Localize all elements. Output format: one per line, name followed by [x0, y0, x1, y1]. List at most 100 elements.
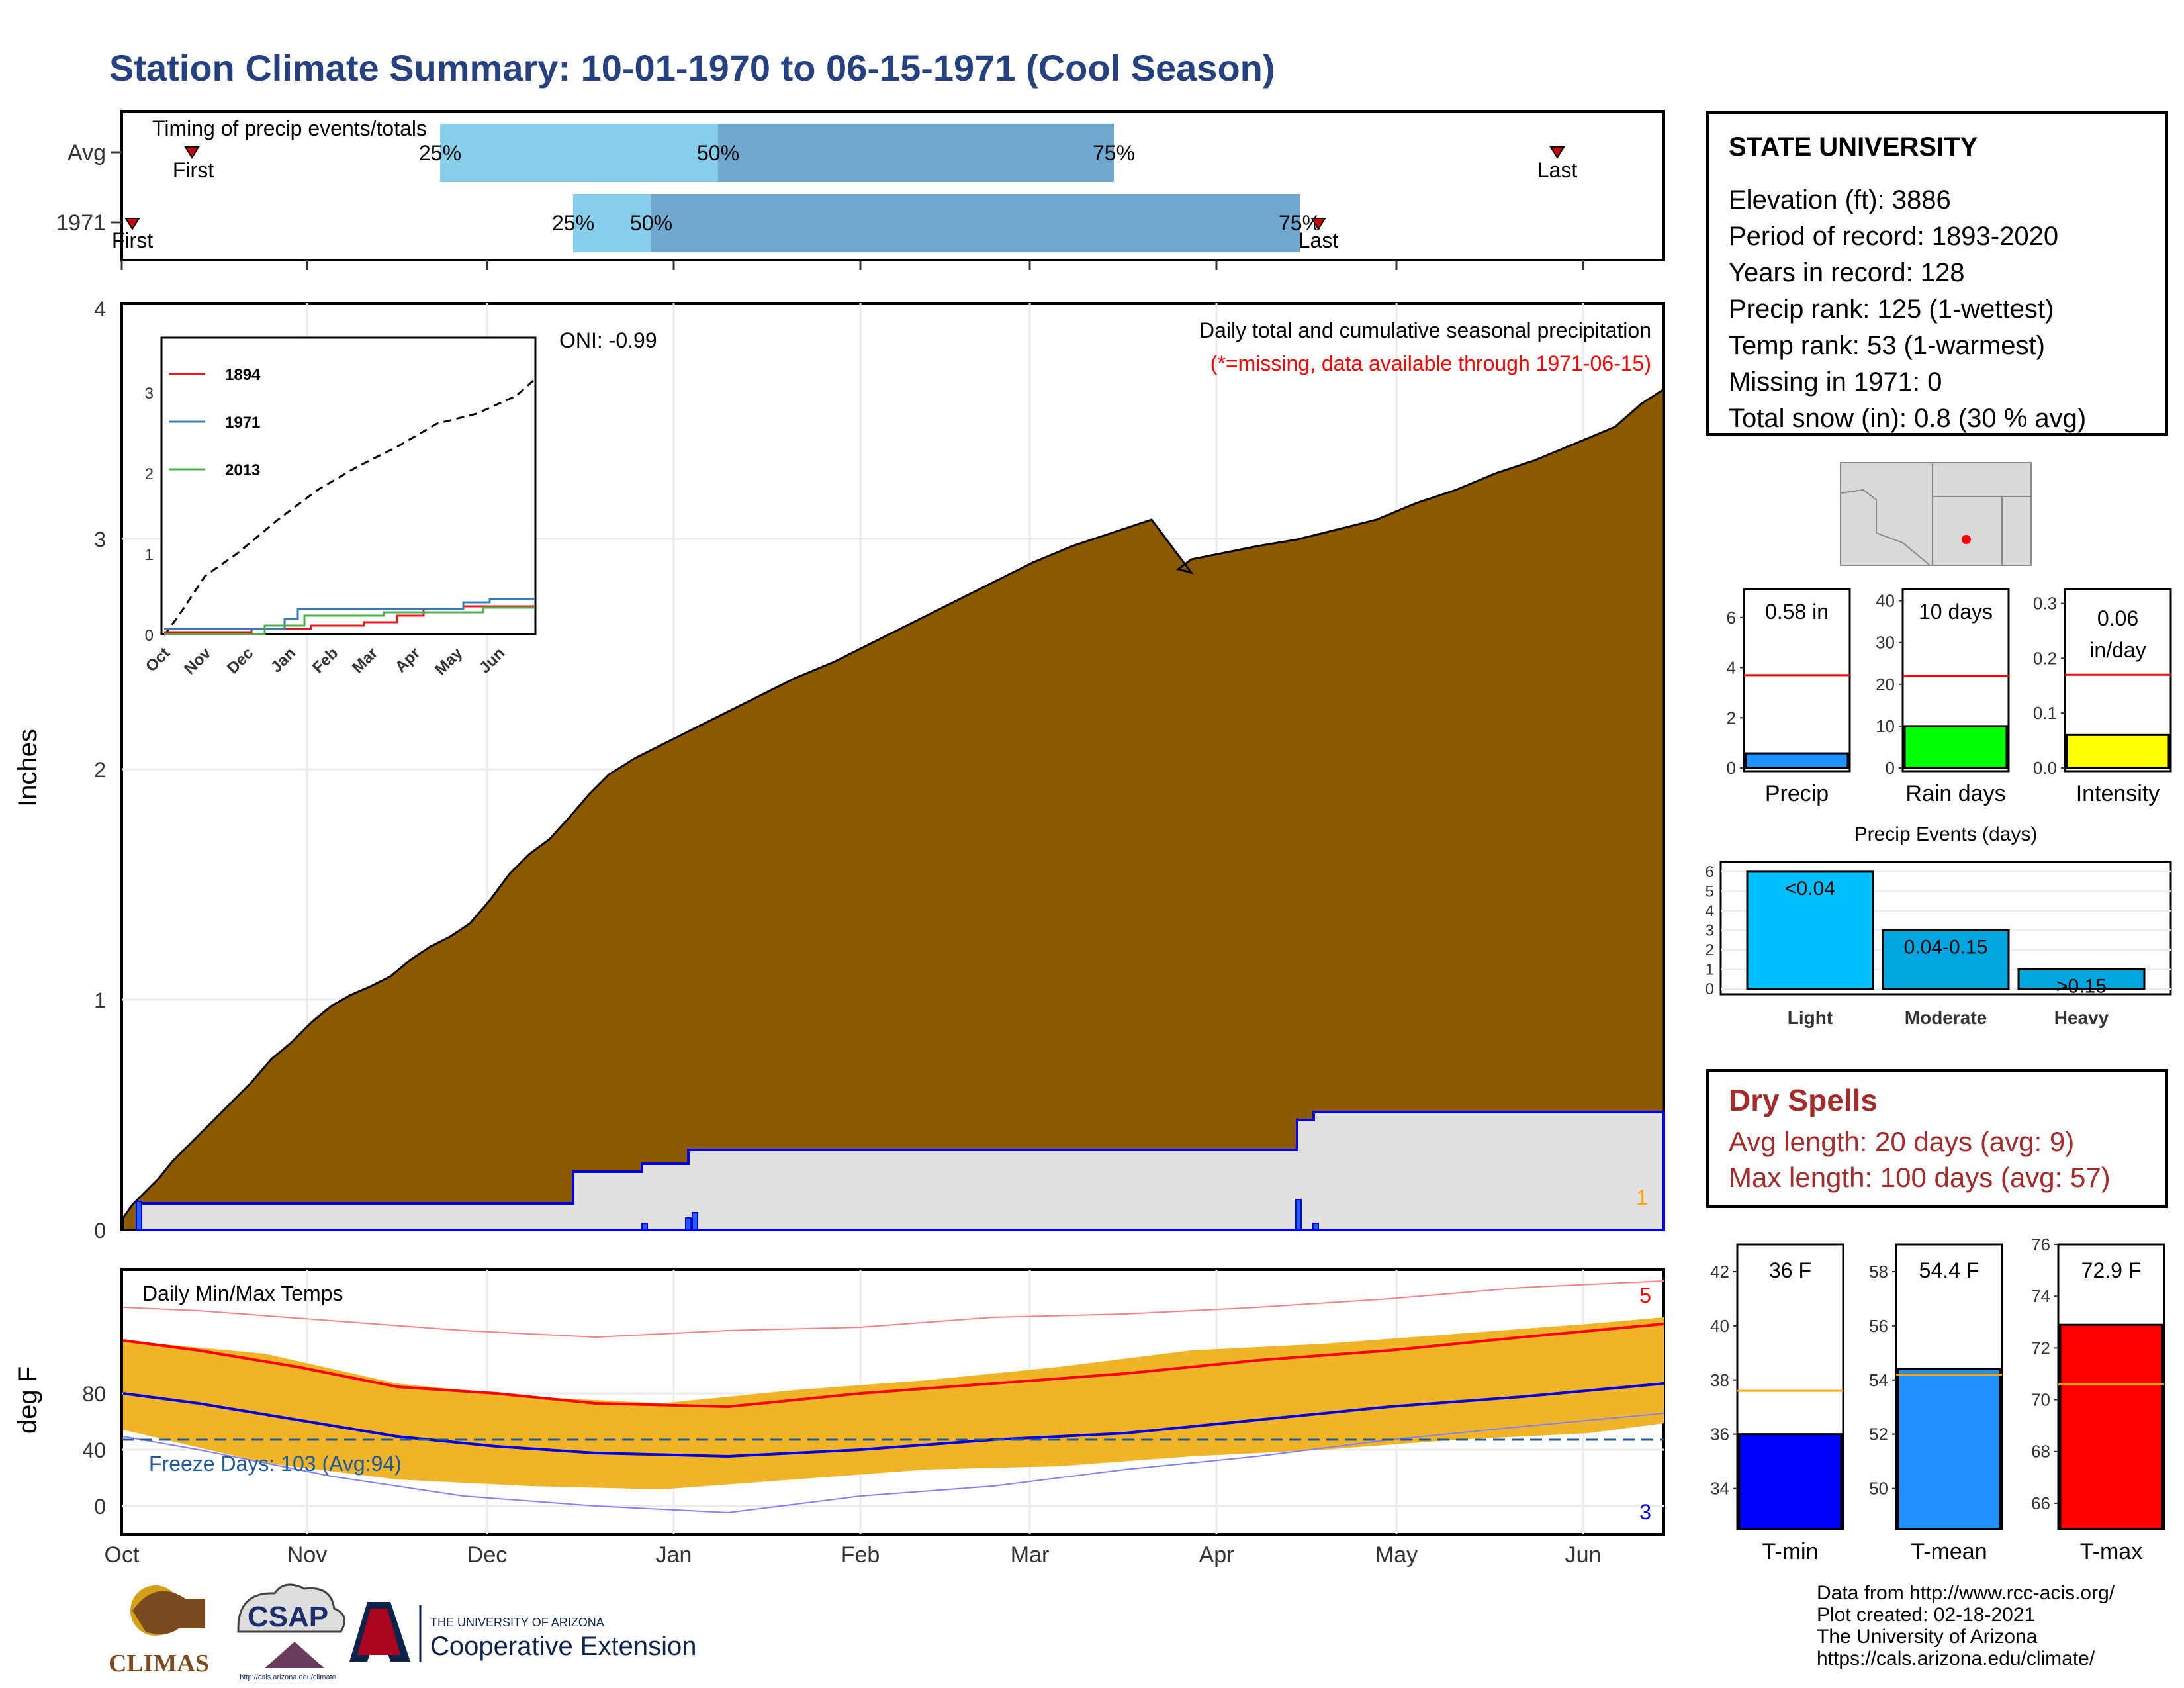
timing-avg-p50: 50% — [697, 141, 739, 165]
events-bar-label: <0.04 — [1785, 878, 1835, 900]
mini-bar-ytick: 0.2 — [2033, 648, 2057, 668]
events-ytick: 2 — [1706, 941, 1714, 959]
mini-bar-ytick: 0 — [1727, 758, 1736, 778]
temp-bar-ytick: 54 — [1869, 1370, 1888, 1390]
events-bar-label: >0.15 — [2056, 975, 2107, 997]
csap-logo: CSAP http://cals.arizona.edu/climate — [237, 1583, 346, 1681]
timing-panel: Avg 1971 Timing of precip events/totals … — [56, 110, 1665, 270]
timing-avg-last-marker — [1549, 146, 1565, 159]
xtick-mar: Mar — [1011, 1542, 1050, 1568]
timing-1971-first-marker — [124, 218, 140, 230]
xtick-may: May — [1375, 1542, 1418, 1568]
temp-bar-ytick: 74 — [2031, 1286, 2050, 1306]
dry-spells-max: Max length: 100 days (avg: 57) — [1729, 1162, 2111, 1193]
precip-events-chart: Precip Events (days) 0123456<0.04Light0.… — [1706, 823, 2172, 1028]
precip-ytick-4: 4 — [94, 297, 106, 321]
timing-1971-bar-lower — [573, 194, 651, 252]
timing-1971-last-marker — [1310, 218, 1326, 230]
xtick-jun: Jun — [1565, 1542, 1602, 1568]
station-missing: Missing in 1971: 0 — [1729, 367, 1942, 397]
daily-precip-bars — [136, 1199, 1319, 1231]
events-ytick: 0 — [1706, 980, 1714, 998]
events-bar-label: 0.04-0.15 — [1904, 936, 1988, 958]
temp-bar-ytick: 66 — [2031, 1493, 2050, 1513]
temp-bar-value-1 — [1897, 1368, 2001, 1530]
normal-precip-area — [138, 1111, 1665, 1231]
events-bar-moderate — [1882, 929, 2010, 990]
precip-ytick-3: 3 — [94, 528, 106, 551]
station-name: STATE UNIVERSITY — [1729, 132, 1978, 162]
precip-ytick-0: 0 — [94, 1219, 106, 1243]
temp-bar-label: T-max — [2080, 1539, 2142, 1564]
climas-logo: CLIMAS — [109, 1585, 209, 1677]
mini-bar-ytick: 6 — [1727, 608, 1736, 628]
events-ytick: 1 — [1706, 961, 1714, 978]
inset-1971-line — [164, 598, 535, 630]
mini-bar-ytick: 4 — [1727, 658, 1736, 678]
timing-1971-last: Last — [1298, 228, 1339, 252]
dry-spells-title: Dry Spells — [1729, 1083, 1878, 1117]
xtick-dec: Dec — [467, 1542, 507, 1568]
xtick-nov: Nov — [287, 1542, 327, 1568]
inset-box — [160, 336, 537, 635]
temp-bar-ytick: 56 — [1869, 1316, 1888, 1336]
temp-bar-ytick: 40 — [1710, 1316, 1729, 1336]
mini-bar-ytick: 40 — [1876, 591, 1895, 611]
temp-bar-value-text: 54.4 F — [1919, 1258, 1979, 1282]
station-temp-rank: Temp rank: 53 (1-warmest) — [1729, 331, 2045, 360]
station-snow: Total snow (in): 0.8 (30 % avg) — [1729, 404, 2087, 433]
inset-avg-line — [163, 377, 537, 636]
temp-bar-ytick: 38 — [1710, 1370, 1729, 1390]
events-bar-light — [1746, 870, 1874, 990]
csap-logo-url: http://cals.arizona.edu/climate — [240, 1673, 336, 1681]
cumulative-precip-area — [122, 387, 1665, 1231]
temp-panel: Daily Min/Max Temps Freeze Days: 103 (Av… — [13, 1268, 1665, 1568]
temp-bar-label: T-min — [1762, 1539, 1819, 1564]
credit-source: Data from http://www.rcc-acis.org/ — [1817, 1582, 2115, 1604]
inset-legend-1971: 1971 — [225, 414, 260, 432]
mini-bar-label: Rain days — [1905, 781, 2005, 806]
temp-ytick-0: 0 — [94, 1495, 106, 1519]
temp-ylabel: deg F — [13, 1366, 42, 1434]
temp-bar-value-text: 72.9 F — [2081, 1258, 2142, 1282]
temp-ytick-80: 80 — [82, 1382, 106, 1406]
temp-bar-label: T-mean — [1911, 1539, 1987, 1564]
mini-bar-charts: 0 2 4 6 0.58 in Precip 0 10 20 30 40 10 days Rain da… — [1727, 588, 2172, 806]
temp-bar-charts: 34 36 38 40 42 36 F T-min 50 52 54 56 58 54.4 F T-mea… — [1710, 1235, 2165, 1564]
temp-ytick-40: 40 — [82, 1438, 106, 1462]
events-bar-heavy — [2017, 968, 2146, 990]
precip-ytick-1: 1 — [94, 988, 106, 1012]
station-info-box: STATE UNIVERSITY Elevation (ft): 3886 Pe… — [1706, 111, 2168, 436]
mini-bar-label: Intensity — [2076, 781, 2160, 806]
inset-ytick-3: 3 — [145, 385, 154, 402]
mini-bar-value-0 — [1745, 752, 1849, 769]
logos: CLIMAS CSAP http://cals.arizona.edu/clim… — [109, 1583, 696, 1681]
mini-bar-ytick: 0.0 — [2033, 758, 2057, 778]
credit-url: https://cals.arizona.edu/climate/ — [1817, 1648, 2095, 1669]
station-location-marker — [1962, 535, 1971, 544]
mini-bar-value-1 — [1903, 725, 2008, 769]
timing-avg-bar-upper — [718, 124, 1114, 182]
events-ytick: 6 — [1706, 863, 1714, 881]
inset-legend-1894: 1894 — [225, 366, 261, 384]
mini-bar-frame-0 — [1743, 588, 1851, 773]
credits: Data from http://www.rcc-acis.org/ Plot … — [1817, 1582, 2115, 1669]
precip-missing-note: (*=missing, data available through 1971-… — [1210, 352, 1651, 375]
timing-row-label-avg: Avg — [68, 140, 106, 165]
temp-bar-ytick: 42 — [1710, 1262, 1729, 1282]
temp-bar-ytick: 52 — [1869, 1425, 1888, 1444]
climas-logo-text: CLIMAS — [109, 1650, 209, 1677]
ua-logo: THE UNIVERSITY OF ARIZONA Cooperative Ex… — [349, 1602, 696, 1662]
temp-bar-value-0 — [1738, 1433, 1843, 1530]
mini-bar-ytick: 2 — [1727, 708, 1736, 727]
precip-missing-count: 1 — [1636, 1186, 1648, 1209]
tmax-avg-line — [122, 1323, 1664, 1409]
ua-logo-small: THE UNIVERSITY OF ARIZONA — [430, 1616, 604, 1629]
events-ytick: 5 — [1706, 882, 1714, 900]
temp-bar-ytick: 36 — [1710, 1425, 1729, 1444]
timing-avg-last: Last — [1537, 158, 1578, 182]
ua-logo-big: Cooperative Extension — [430, 1632, 696, 1661]
events-category: Heavy — [2054, 1008, 2109, 1028]
temp-min-count: 3 — [1639, 1500, 1651, 1524]
precip-oni: ONI: -0.99 — [559, 328, 657, 352]
